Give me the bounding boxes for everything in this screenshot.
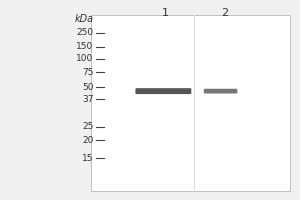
Text: kDa: kDa <box>74 14 94 24</box>
Text: 20: 20 <box>82 136 94 145</box>
Text: 150: 150 <box>76 42 94 51</box>
Text: 1: 1 <box>161 8 168 18</box>
Text: 250: 250 <box>76 28 94 37</box>
Text: 25: 25 <box>82 122 94 131</box>
FancyBboxPatch shape <box>204 89 237 93</box>
Bar <box>91 15 290 191</box>
FancyBboxPatch shape <box>135 88 191 94</box>
Text: 100: 100 <box>76 54 94 63</box>
Text: 75: 75 <box>82 68 94 77</box>
Text: 15: 15 <box>82 154 94 163</box>
Text: 2: 2 <box>221 8 228 18</box>
Text: 37: 37 <box>82 95 94 104</box>
Text: 50: 50 <box>82 83 94 92</box>
